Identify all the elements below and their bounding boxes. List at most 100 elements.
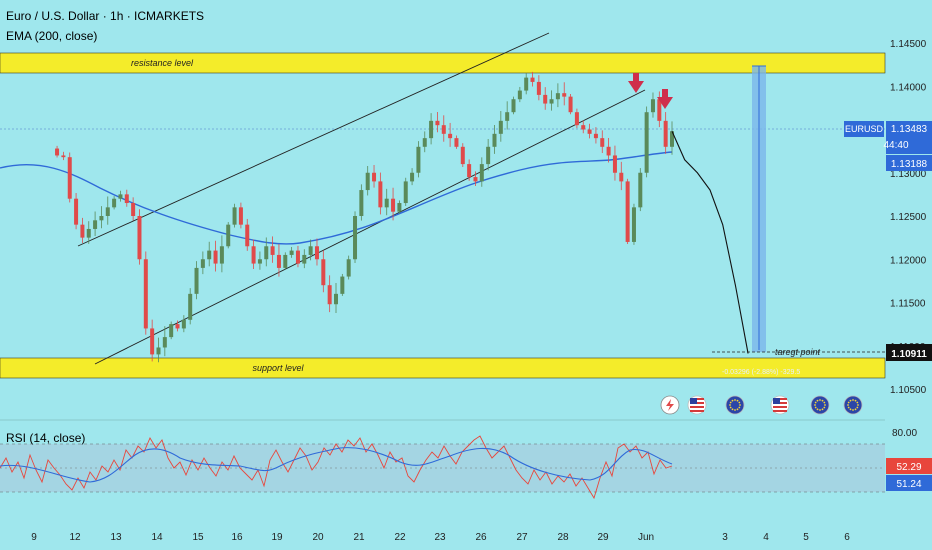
us-flag-icon[interactable]: [770, 395, 790, 415]
candle-body: [175, 324, 180, 329]
candle-body: [657, 99, 662, 121]
price-tick-label: 1.13000: [890, 169, 927, 180]
time-tick-label: 28: [557, 532, 569, 543]
candle-body: [498, 120, 503, 134]
candle-body: [562, 93, 567, 97]
eu-flag-icon[interactable]: [725, 395, 745, 415]
time-tick-label: Jun: [638, 532, 654, 543]
channel-lines: [77, 32, 646, 365]
time-tick-label: 5: [803, 532, 809, 543]
candle-body: [99, 216, 104, 221]
candle-body: [435, 120, 440, 126]
candle-body: [517, 90, 522, 100]
candle-body: [511, 99, 516, 113]
time-tick-label: 21: [353, 532, 365, 543]
candle-body: [397, 203, 402, 212]
candle-body: [86, 228, 91, 238]
target-label: taregt point: [775, 347, 821, 357]
time-tick-label: 15: [192, 532, 204, 543]
candle-body: [505, 112, 510, 121]
last-price-text: 1.13483: [891, 124, 928, 135]
candle-body: [422, 138, 427, 147]
candle-body: [93, 220, 98, 229]
candles-layer: [55, 71, 674, 363]
lightning-icon[interactable]: [660, 395, 680, 415]
measure-text: -0.03296 (-2.88%) -329.5: [722, 369, 800, 376]
target-badge-text: 1.10911: [891, 349, 927, 360]
candle-body: [492, 133, 497, 147]
candle-body: [308, 246, 313, 255]
channel-lower-line: [94, 89, 646, 365]
price-tick-label: 1.12500: [890, 212, 927, 223]
price-axis-labels: 1.145001.140001.135001.130001.125001.120…: [890, 39, 927, 439]
candle-body: [581, 125, 586, 130]
candle-body: [410, 172, 415, 182]
candle-body: [346, 259, 351, 277]
time-tick-label: 6: [844, 532, 850, 543]
candle-body: [295, 250, 300, 264]
rsi-ma-badge-text: 51.24: [896, 479, 921, 490]
time-tick-label: 16: [231, 532, 243, 543]
time-tick-label: 4: [763, 532, 769, 543]
candle-body: [232, 207, 237, 225]
time-tick-label: 9: [31, 532, 37, 543]
channel-upper-line: [77, 32, 550, 247]
candle-body: [593, 133, 598, 139]
eu-flag-icon[interactable]: [843, 395, 863, 415]
candle-body: [137, 216, 142, 260]
candle-body: [353, 216, 358, 260]
candle-body: [321, 259, 326, 286]
time-tick-label: 19: [271, 532, 283, 543]
time-tick-label: 12: [69, 532, 81, 543]
projection-path: [671, 131, 749, 354]
ema-indicator-label: EMA (200, close): [6, 29, 98, 43]
candle-body: [650, 99, 655, 113]
candle-body: [213, 250, 218, 264]
candle-body: [543, 94, 548, 104]
time-tick-label: 20: [312, 532, 324, 543]
us-flag-icon[interactable]: [687, 395, 707, 415]
candle-body: [124, 194, 129, 204]
candle-body: [372, 172, 377, 182]
candle-body: [80, 224, 85, 238]
candle-body: [264, 246, 269, 260]
candle-body: [55, 148, 60, 156]
candle-body: [219, 246, 224, 264]
candle-body: [663, 120, 668, 147]
candle-body: [340, 276, 345, 294]
time-axis-labels: 9 12 13 14 15 16 19 20 21 22 23 26 27 28 29 Jun 3 4 5 6: [31, 532, 850, 543]
candle-body: [549, 99, 554, 104]
target-badge: [886, 344, 932, 361]
time-tick-label: 13: [110, 532, 122, 543]
candle-body: [257, 259, 262, 264]
price-tick-label: 1.11500: [890, 299, 926, 310]
candle-body: [568, 96, 573, 113]
eu-flag-icon[interactable]: [810, 395, 830, 415]
candle-body: [555, 93, 560, 100]
candle-body: [131, 203, 136, 216]
candle-body: [631, 207, 636, 242]
events-row[interactable]: [660, 395, 863, 415]
candle-body: [524, 77, 529, 91]
candle-body: [612, 155, 617, 173]
arrows-layer: [628, 73, 673, 109]
candle-body: [600, 138, 605, 147]
candle-body: [448, 133, 453, 139]
measure-tool: taregt point -0.03296 (-2.88%) -329.5: [712, 65, 885, 376]
time-tick-label: 22: [394, 532, 406, 543]
ema-badge: [886, 155, 932, 171]
candle-body: [181, 319, 186, 329]
candle-body: [334, 293, 338, 305]
rsi-ma-line: [0, 447, 673, 483]
ema-200-line: [0, 151, 673, 245]
price-tick-label: 1.10500: [890, 385, 927, 396]
candle-body: [384, 198, 389, 208]
rsi-badge-text: 52.29: [896, 462, 921, 473]
candle-body: [238, 207, 243, 225]
candle-body: [574, 112, 579, 126]
candle-body: [441, 125, 446, 134]
candle-body: [473, 177, 478, 182]
candle-body: [226, 224, 231, 247]
candle-body: [283, 254, 288, 268]
